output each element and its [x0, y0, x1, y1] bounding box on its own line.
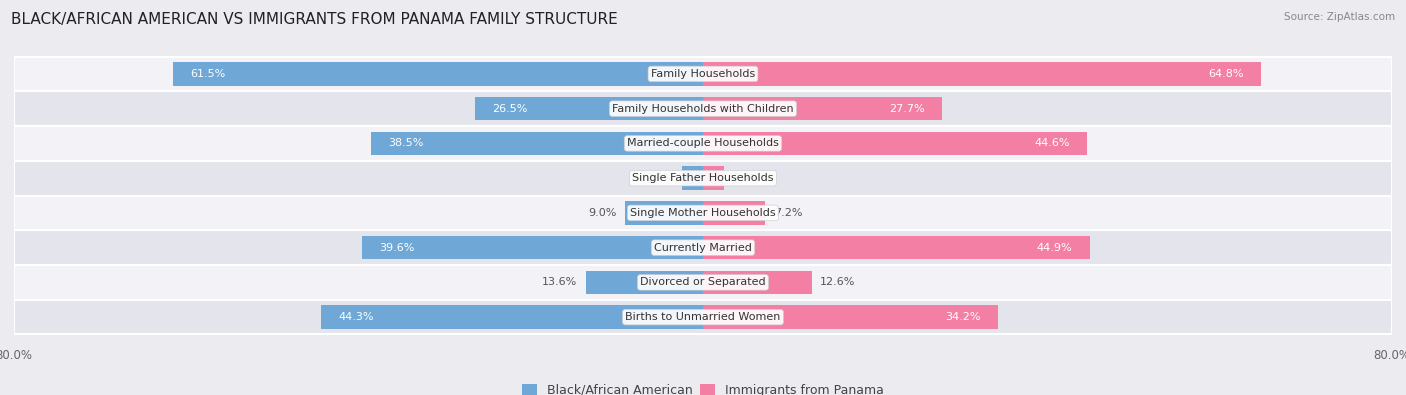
Text: 61.5%: 61.5%: [191, 69, 226, 79]
Bar: [703, 236, 1090, 260]
Bar: [14, 300, 1392, 335]
Text: 44.3%: 44.3%: [339, 312, 374, 322]
Text: 12.6%: 12.6%: [820, 277, 855, 288]
Text: Family Households with Children: Family Households with Children: [612, 103, 794, 114]
Text: Divorced or Separated: Divorced or Separated: [640, 277, 766, 288]
Text: 44.6%: 44.6%: [1035, 138, 1070, 149]
Text: Single Father Households: Single Father Households: [633, 173, 773, 183]
Text: 2.4%: 2.4%: [645, 173, 673, 183]
Text: Births to Unmarried Women: Births to Unmarried Women: [626, 312, 780, 322]
Text: 39.6%: 39.6%: [380, 243, 415, 253]
Bar: [703, 305, 997, 329]
Bar: [173, 62, 703, 86]
Bar: [371, 132, 703, 155]
Text: BLACK/AFRICAN AMERICAN VS IMMIGRANTS FROM PANAMA FAMILY STRUCTURE: BLACK/AFRICAN AMERICAN VS IMMIGRANTS FRO…: [11, 12, 619, 27]
Bar: [703, 132, 1087, 155]
Text: 9.0%: 9.0%: [589, 208, 617, 218]
Text: Family Households: Family Households: [651, 69, 755, 79]
Text: 26.5%: 26.5%: [492, 103, 527, 114]
Bar: [14, 126, 1392, 161]
Text: 2.4%: 2.4%: [733, 173, 761, 183]
Bar: [703, 201, 765, 225]
Text: 13.6%: 13.6%: [543, 277, 578, 288]
Bar: [682, 166, 703, 190]
Legend: Black/African American, Immigrants from Panama: Black/African American, Immigrants from …: [522, 384, 884, 395]
Text: Married-couple Households: Married-couple Households: [627, 138, 779, 149]
Bar: [361, 236, 703, 260]
Bar: [703, 166, 724, 190]
Text: 7.2%: 7.2%: [773, 208, 801, 218]
Bar: [14, 91, 1392, 126]
Text: 64.8%: 64.8%: [1208, 69, 1244, 79]
Text: 44.9%: 44.9%: [1036, 243, 1073, 253]
Bar: [14, 161, 1392, 196]
Bar: [703, 271, 811, 294]
Bar: [14, 265, 1392, 300]
Text: 38.5%: 38.5%: [388, 138, 425, 149]
Bar: [586, 271, 703, 294]
Bar: [14, 230, 1392, 265]
Bar: [14, 196, 1392, 230]
Bar: [322, 305, 703, 329]
Bar: [14, 56, 1392, 91]
Bar: [475, 97, 703, 120]
Text: Currently Married: Currently Married: [654, 243, 752, 253]
Bar: [703, 62, 1261, 86]
Text: Source: ZipAtlas.com: Source: ZipAtlas.com: [1284, 12, 1395, 22]
Text: 34.2%: 34.2%: [945, 312, 980, 322]
Text: Single Mother Households: Single Mother Households: [630, 208, 776, 218]
Text: 27.7%: 27.7%: [889, 103, 924, 114]
Bar: [703, 97, 942, 120]
Bar: [626, 201, 703, 225]
